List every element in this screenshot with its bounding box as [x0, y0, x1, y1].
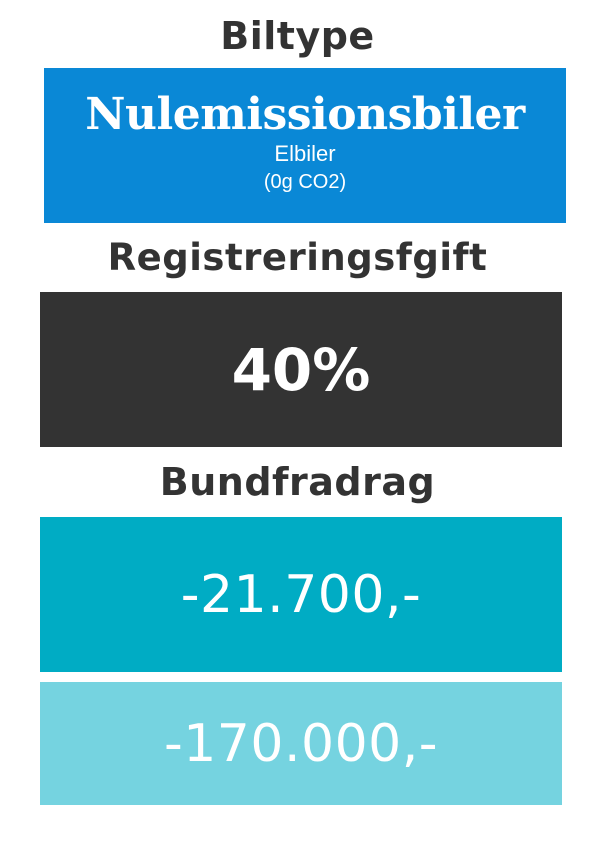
deduction-value-secondary: -170.000,- — [163, 713, 439, 774]
car-type-box: Nulemissionsbiler Elbiler (0g CO2) — [44, 68, 566, 223]
deduction-value-primary: -21.700,- — [180, 564, 422, 625]
deduction-box-primary: -21.700,- — [40, 517, 562, 672]
car-type-subtitle: Elbiler — [274, 140, 336, 166]
registration-tax-value: 40% — [231, 335, 371, 404]
deduction-box-secondary: -170.000,- — [40, 682, 562, 805]
registration-tax-box: 40% — [40, 292, 562, 447]
biltype-heading: Biltype — [220, 14, 375, 58]
deduction-heading: Bundfradrag — [159, 460, 436, 504]
registration-tax-heading: Registreringsfgift — [107, 236, 488, 279]
car-type-emission-note: (0g CO2) — [263, 170, 347, 193]
car-type-title: Nulemissionsbiler — [85, 88, 525, 140]
